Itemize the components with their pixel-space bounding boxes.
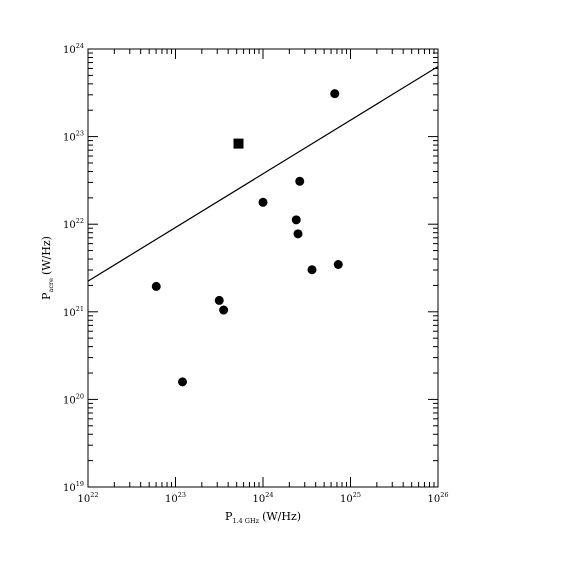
x-tick-label-exp: 23: [178, 491, 186, 499]
y-tick-label-base: 10: [63, 395, 76, 406]
data-point-circle: [219, 305, 229, 315]
x-tick-label-base: 10: [252, 494, 265, 505]
y-tick-label: 1023: [63, 130, 84, 144]
y-tick-label-exp: 19: [76, 480, 84, 488]
data-point-circle: [151, 281, 161, 291]
y-tick-label-base: 10: [63, 483, 76, 494]
x-tick-label: 1023: [165, 491, 186, 505]
y-tick-label: 1019: [63, 480, 84, 494]
y-tick-label: 1021: [63, 305, 84, 319]
y-tick-label: 1020: [63, 392, 84, 406]
y-tick-label-exp: 22: [76, 217, 84, 225]
y-tick-label-exp: 20: [76, 392, 84, 400]
y-tick-label-exp: 23: [76, 130, 84, 138]
x-axis-label-unit: (W/Hz): [262, 510, 301, 523]
y-tick-label-exp: 24: [76, 42, 84, 50]
x-tick-label-exp: 25: [353, 491, 361, 499]
data-point-circle: [293, 229, 303, 239]
data-point-circle: [178, 377, 187, 387]
x-tick-label-base: 10: [165, 494, 178, 505]
data-point-circle: [333, 259, 343, 269]
data-point-circle: [258, 197, 268, 207]
y-tick-label-exp: 21: [76, 305, 84, 313]
x-tick-label-base: 10: [340, 494, 353, 505]
x-tick-label-base: 10: [427, 494, 440, 505]
x-axis-label-main: P: [225, 510, 233, 523]
data-point-circle: [307, 265, 317, 275]
x-tick-label-base: 10: [77, 494, 90, 505]
y-tick-label: 1022: [63, 217, 84, 231]
data-point-circle: [295, 176, 305, 186]
y-tick-label-base: 10: [63, 45, 76, 56]
data-point-circle: [291, 215, 301, 225]
fit-line: [87, 66, 439, 282]
y-tick-label: 1024: [63, 42, 84, 56]
y-axis-label: Pacre (W/Hz): [40, 236, 55, 300]
data-point-circle: [214, 295, 224, 305]
labels-layer: 1022 1023 1024 1025 102610191020102110221023…: [63, 42, 449, 505]
data-point-circle: [330, 89, 340, 99]
x-tick-label-exp: 24: [265, 491, 273, 499]
marks-layer: [87, 66, 439, 387]
ticks-layer: [87, 49, 438, 488]
x-axis-label: P1.4 GHz (W/Hz): [225, 510, 301, 525]
y-axis-label-main: P: [40, 292, 53, 300]
y-axis-label-unit: (W/Hz): [40, 236, 53, 275]
y-tick-label-base: 10: [63, 220, 76, 231]
x-tick-label: 1025: [340, 491, 361, 505]
x-tick-label: 1024: [252, 491, 273, 505]
y-tick-label-base: 10: [63, 133, 76, 144]
data-point-square: [233, 138, 244, 149]
y-axis-label-sub: acre: [47, 278, 55, 293]
x-tick-label: 1022: [77, 491, 98, 505]
x-tick-label-exp: 22: [90, 491, 98, 499]
x-tick-label: 1026: [427, 491, 448, 505]
y-tick-label-base: 10: [63, 308, 76, 319]
plot-frame: [87, 48, 439, 488]
x-axis-label-sub: 1.4 GHz: [232, 517, 259, 525]
x-tick-label-exp: 26: [440, 491, 448, 499]
